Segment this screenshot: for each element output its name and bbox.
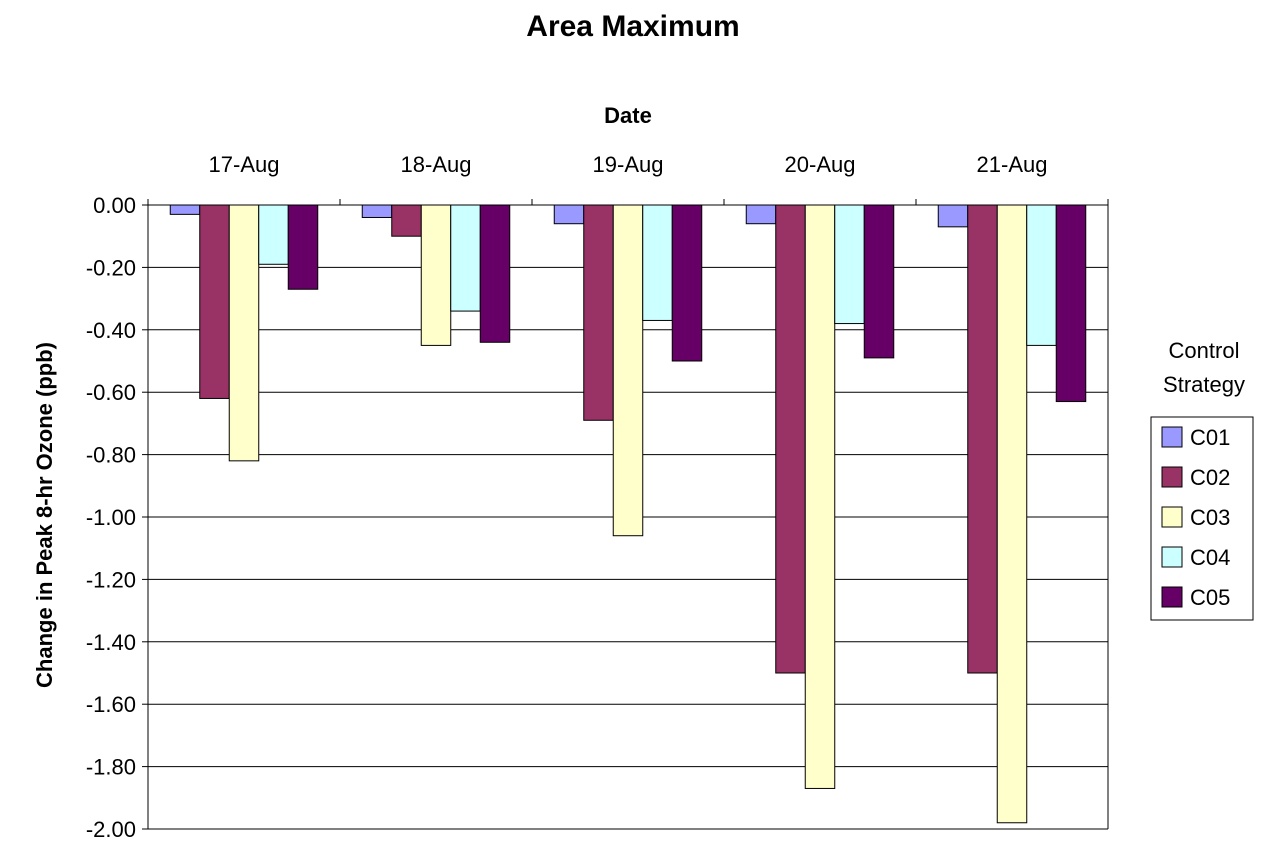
x-tick-labels: 17-Aug 18-Aug 19-Aug 20-Aug 21-Aug [209, 152, 1048, 177]
bar-c02-21-aug [967, 204, 998, 674]
bar-c04-21-aug [1026, 204, 1057, 346]
legend-swatch-c04 [1161, 546, 1183, 568]
bar-c01-19-aug [553, 204, 585, 225]
y-tick-label: -1.40 [86, 630, 136, 655]
y-tick-label: -0.20 [86, 255, 136, 280]
bar-c03-18-aug [420, 204, 452, 346]
bar-c02-18-aug [391, 204, 422, 237]
legend-swatch-c02 [1161, 466, 1183, 488]
bar-c04-20-aug [834, 204, 865, 325]
bar-c05-19-aug [671, 204, 703, 362]
bar-c04-18-aug [450, 204, 481, 312]
y-tick-labels: 0.00 -0.20 -0.40 -0.60 -0.80 -1.00 -1.20 -1.40 -… [86, 193, 148, 842]
bar-c02-20-aug [775, 204, 806, 674]
bar-c04-19-aug [642, 204, 673, 321]
y-tick-label: 0.00 [93, 193, 136, 218]
legend-swatch-c03 [1161, 506, 1183, 528]
bar-c01-17-aug [169, 204, 201, 215]
x-tick-label: 20-Aug [785, 152, 856, 177]
legend-label-c02: C02 [1190, 465, 1230, 490]
bar-c01-18-aug [361, 204, 393, 218]
y-tick-label: -1.20 [86, 567, 136, 592]
y-tick-label: -0.80 [86, 443, 136, 468]
legend-label-c01: C01 [1190, 425, 1230, 450]
legend-swatch-c01 [1161, 426, 1183, 448]
bar-c05-20-aug [863, 204, 895, 359]
x-tick-label: 17-Aug [209, 152, 280, 177]
x-tick-label: 21-Aug [977, 152, 1048, 177]
bar-c03-21-aug [996, 204, 1028, 824]
legend-label-c04: C04 [1190, 545, 1230, 570]
bars [169, 204, 1087, 824]
bar-c05-18-aug [479, 204, 511, 343]
bar-c03-20-aug [804, 204, 836, 789]
y-tick-label: -1.60 [86, 692, 136, 717]
y-tick-label: -1.00 [86, 505, 136, 530]
x-axis-title: Date [604, 103, 652, 128]
y-tick-label: -1.80 [86, 755, 136, 780]
legend-label-c03: C03 [1190, 505, 1230, 530]
y-tick-label: -0.40 [86, 318, 136, 343]
bar-c03-19-aug [612, 204, 644, 537]
legend-swatch-c05 [1161, 586, 1183, 608]
bar-c02-19-aug [583, 204, 614, 421]
bar-c04-17-aug [258, 204, 289, 265]
legend-title-line2: Strategy [1163, 372, 1245, 397]
legend-title-line1: Control [1169, 338, 1240, 363]
x-tick-label: 19-Aug [593, 152, 664, 177]
y-tick-label: -0.60 [86, 380, 136, 405]
y-axis-title: Change in Peak 8-hr Ozone (ppb) [32, 342, 57, 688]
x-tick-label: 18-Aug [401, 152, 472, 177]
bar-c01-20-aug [745, 204, 777, 225]
y-tick-label: -2.00 [86, 817, 136, 842]
bar-c01-21-aug [937, 204, 969, 228]
legend: Control Strategy C01 C02 C03 C04 C05 [1150, 338, 1254, 621]
bar-c05-21-aug [1055, 204, 1087, 403]
legend-label-c05: C05 [1190, 585, 1230, 610]
bar-c02-17-aug [199, 204, 230, 399]
chart-title: Area Maximum [526, 10, 739, 43]
bar-c03-17-aug [228, 204, 260, 462]
bar-c05-17-aug [287, 204, 319, 290]
